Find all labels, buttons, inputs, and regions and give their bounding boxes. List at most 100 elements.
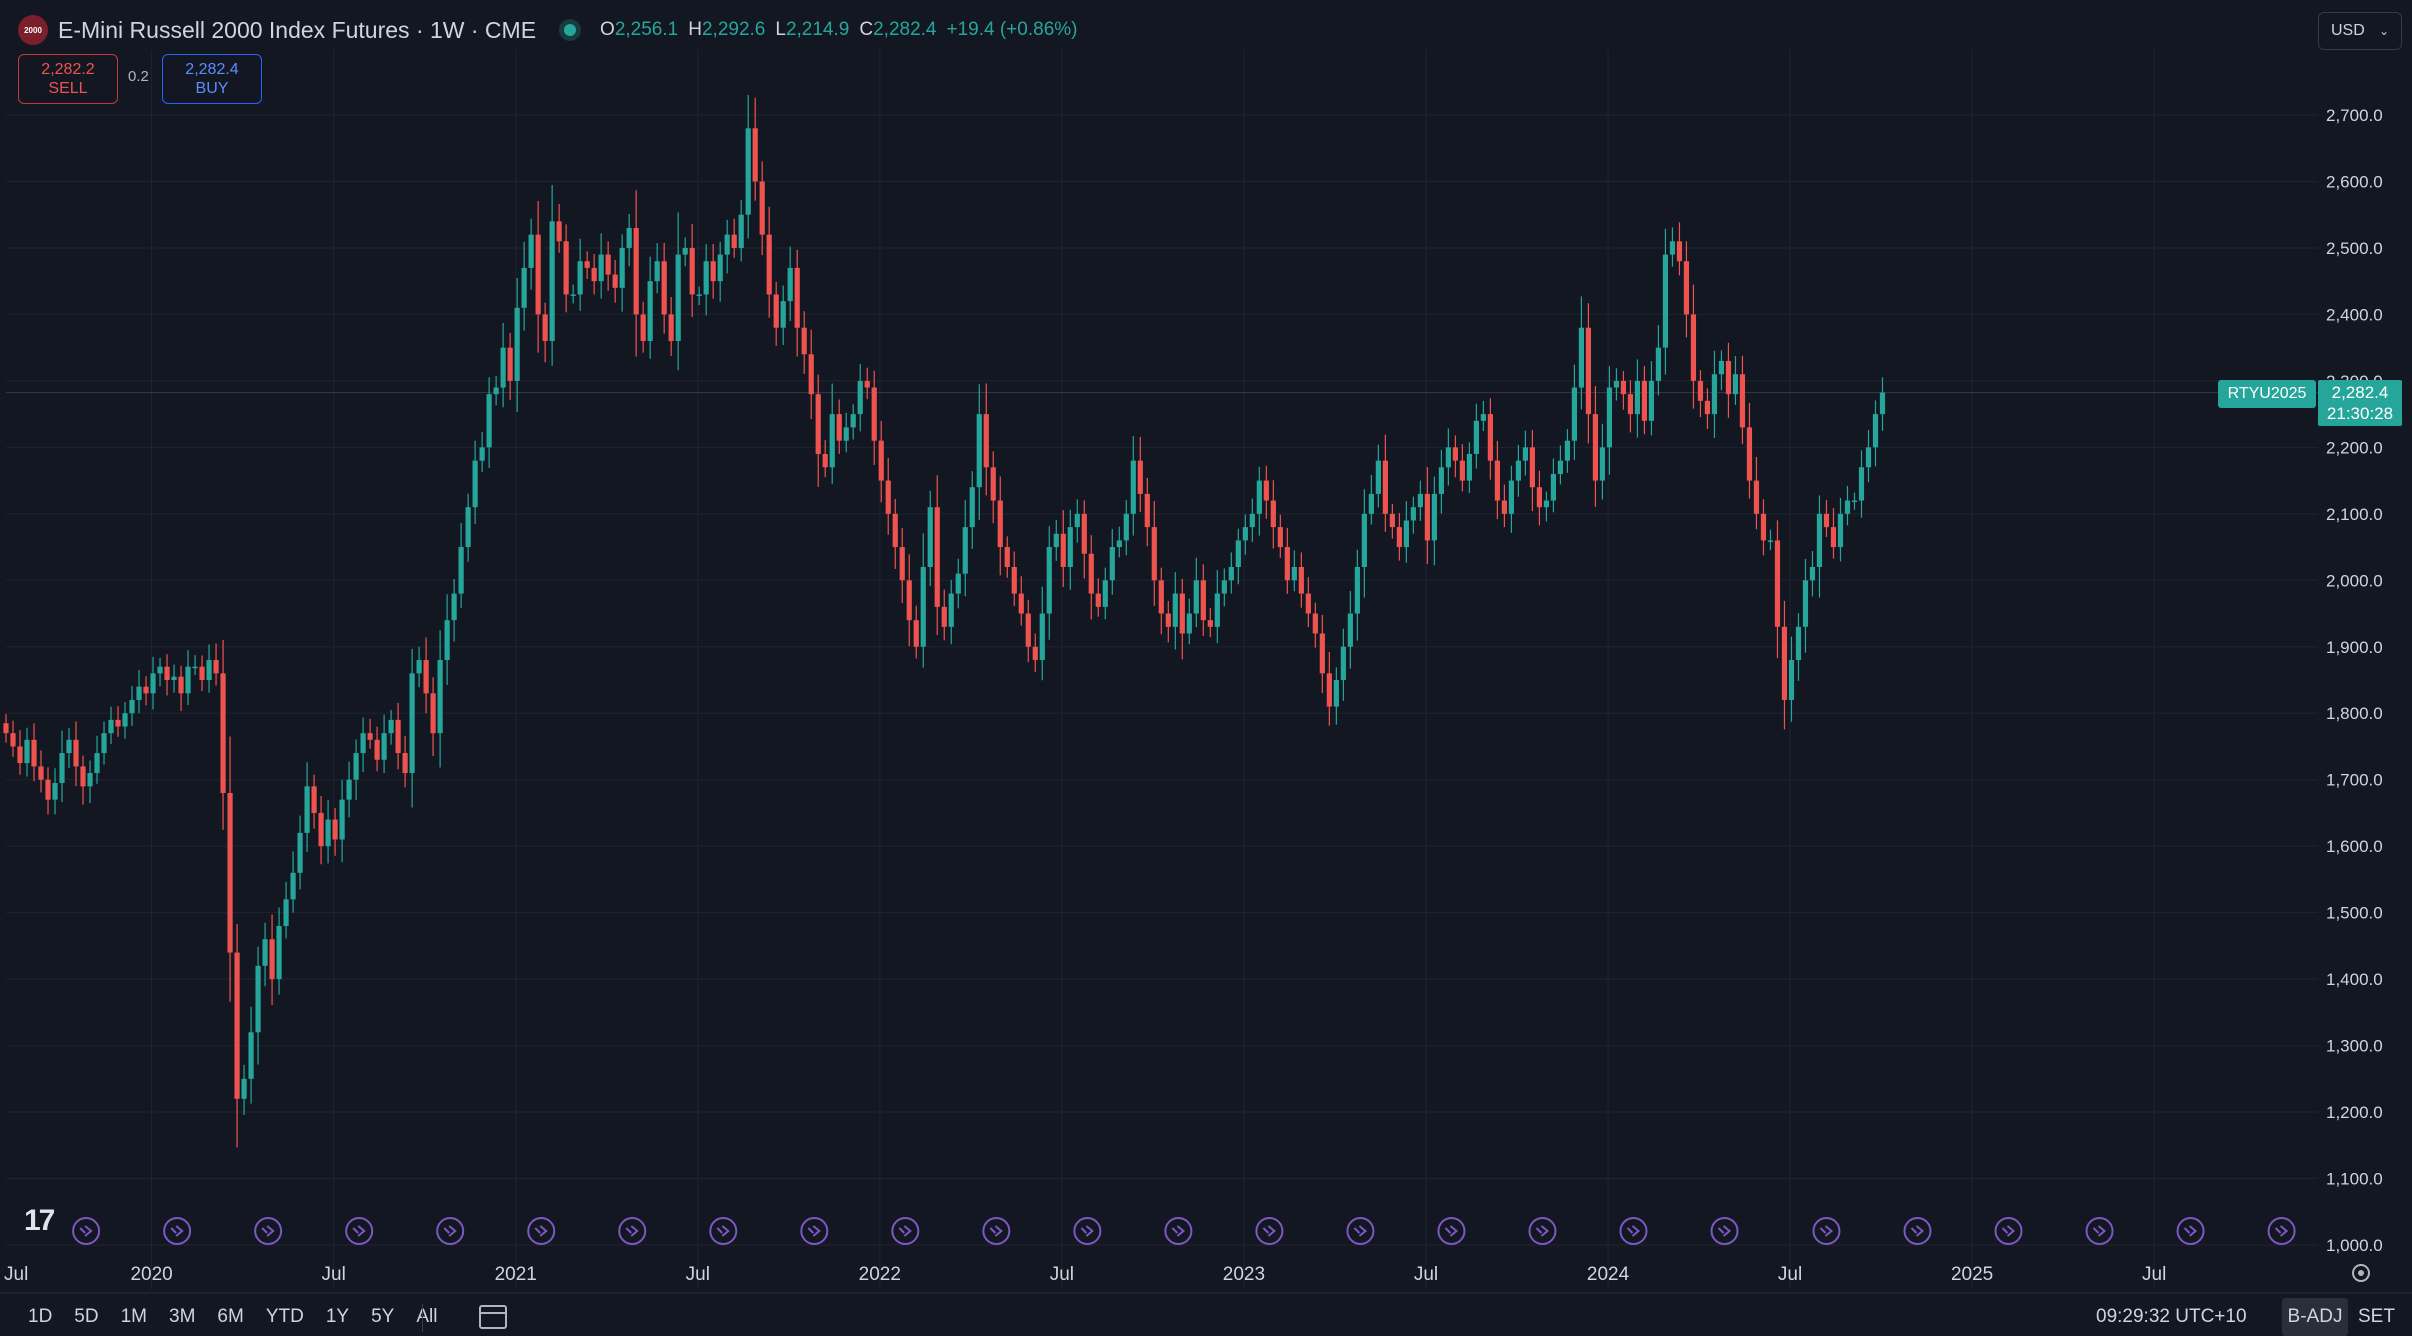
- candle-body: [948, 593, 954, 627]
- candle-body: [1606, 387, 1613, 448]
- range-button-5y[interactable]: 5Y: [371, 1306, 395, 1327]
- event-marker-icon[interactable]: [1073, 1217, 1102, 1245]
- range-button-ytd[interactable]: YTD: [265, 1306, 304, 1327]
- y-tick-label: 1,900.0: [2326, 638, 2383, 657]
- candle-body: [1837, 513, 1844, 548]
- event-marker-icon[interactable]: [1812, 1217, 1841, 1245]
- candle-body: [1879, 392, 1886, 415]
- candle-body: [1333, 680, 1339, 707]
- range-button-5d[interactable]: 5D: [74, 1306, 99, 1327]
- event-marker-icon[interactable]: [436, 1217, 465, 1245]
- x-tick-label: 2022: [859, 1264, 901, 1285]
- event-marker-icon[interactable]: [1346, 1217, 1375, 1245]
- event-marker-icon[interactable]: [709, 1217, 738, 1245]
- candle-body: [1438, 467, 1444, 494]
- candle-body: [381, 733, 387, 760]
- candle-body: [1284, 547, 1290, 581]
- range-button-1d[interactable]: 1D: [28, 1306, 53, 1327]
- range-button-3m[interactable]: 3M: [169, 1306, 196, 1327]
- candle-body: [66, 739, 72, 754]
- candle-body: [864, 380, 870, 388]
- range-button-1y[interactable]: 1Y: [325, 1306, 350, 1327]
- candle-body: [612, 274, 618, 288]
- candle-body: [983, 414, 989, 468]
- buy-price: 2,282.4: [185, 61, 239, 78]
- candle-body: [500, 347, 506, 388]
- session-toggle[interactable]: SET: [2358, 1306, 2395, 1327]
- sell-button[interactable]: 2,282.2 SELL: [18, 54, 118, 104]
- event-marker-icon[interactable]: [1164, 1217, 1193, 1245]
- event-marker-icon[interactable]: [527, 1217, 556, 1245]
- candle-body: [1494, 460, 1500, 501]
- candle-body: [108, 719, 114, 734]
- candle-body: [1193, 580, 1199, 614]
- spread-value: 0.2: [128, 68, 149, 85]
- candle-body: [598, 254, 604, 282]
- event-marker-arrow: [1080, 1225, 1094, 1237]
- range-button-all[interactable]: All: [416, 1306, 438, 1327]
- range-button-6m[interactable]: 6M: [217, 1306, 244, 1327]
- event-marker-icon[interactable]: [1994, 1217, 2023, 1245]
- event-marker-icon[interactable]: [254, 1217, 283, 1245]
- event-marker-icon[interactable]: [72, 1217, 101, 1245]
- candle-body: [591, 267, 597, 282]
- calendar-icon[interactable]: [479, 1305, 508, 1329]
- market-status-icon[interactable]: [564, 24, 577, 36]
- x-tick-label: 2020: [130, 1264, 172, 1285]
- chart-title[interactable]: E-Mini Russell 2000 Index Futures · 1W ·…: [58, 16, 537, 43]
- candle-body: [1767, 540, 1774, 542]
- event-marker-icon[interactable]: [345, 1217, 374, 1245]
- candle-body: [1039, 613, 1045, 661]
- event-marker-icon[interactable]: [2176, 1217, 2205, 1245]
- event-marker-arrow: [1444, 1225, 1459, 1237]
- event-marker-icon[interactable]: [1903, 1217, 1932, 1245]
- event-marker-icon[interactable]: [2267, 1217, 2296, 1245]
- event-marker-arrow: [1910, 1225, 1925, 1237]
- range-button-1m[interactable]: 1M: [120, 1306, 147, 1327]
- high-value: 2,292.6: [701, 19, 766, 40]
- event-marker-arrow: [1262, 1225, 1276, 1237]
- event-marker-icon[interactable]: [982, 1217, 1011, 1245]
- candle-body: [549, 221, 555, 341]
- event-marker-icon[interactable]: [163, 1217, 192, 1245]
- clock-readout[interactable]: 09:29:32 UTC+10: [2096, 1306, 2247, 1327]
- tradingview-logo-icon[interactable]: 17: [24, 1204, 55, 1237]
- event-marker-arrow: [2092, 1225, 2107, 1237]
- event-marker-icon[interactable]: [618, 1217, 647, 1245]
- candle-body: [1053, 533, 1059, 548]
- candle-body: [192, 666, 198, 669]
- candle-body: [290, 872, 296, 900]
- candle-body: [542, 314, 548, 341]
- event-marker-icon[interactable]: [1437, 1217, 1466, 1245]
- candle-body: [269, 939, 275, 980]
- event-marker-icon[interactable]: [1710, 1217, 1739, 1245]
- candle-body: [927, 507, 933, 567]
- candle-body: [1809, 567, 1816, 581]
- candle-body: [493, 387, 499, 395]
- x-tick-label: Jul: [1050, 1264, 1074, 1285]
- gear-icon[interactable]: [2352, 1264, 2370, 1282]
- event-marker-icon[interactable]: [2085, 1217, 2114, 1245]
- adjustment-toggle[interactable]: B-ADJ: [2282, 1298, 2348, 1336]
- event-marker-icon[interactable]: [1255, 1217, 1284, 1245]
- candle-body: [1109, 547, 1115, 581]
- candle-body: [136, 686, 142, 700]
- candle-body: [1732, 374, 1739, 395]
- candle-body: [626, 228, 632, 248]
- currency-select[interactable]: USD ⌄: [2318, 12, 2402, 50]
- event-marker-icon[interactable]: [800, 1217, 829, 1245]
- candle-body: [220, 673, 226, 793]
- sell-price: 2,282.2: [41, 61, 95, 78]
- candle-body: [360, 733, 366, 754]
- event-marker-icon[interactable]: [891, 1217, 920, 1245]
- candle-body: [346, 779, 352, 800]
- event-marker-icon[interactable]: [1528, 1217, 1557, 1245]
- buy-button[interactable]: 2,282.4 BUY: [162, 54, 262, 104]
- candle-body: [262, 939, 268, 966]
- candle-body: [1781, 626, 1788, 700]
- candle-body: [1501, 500, 1507, 514]
- candle-body: [1739, 374, 1746, 428]
- event-marker-icon[interactable]: [1619, 1217, 1648, 1245]
- candle-body: [1585, 327, 1592, 415]
